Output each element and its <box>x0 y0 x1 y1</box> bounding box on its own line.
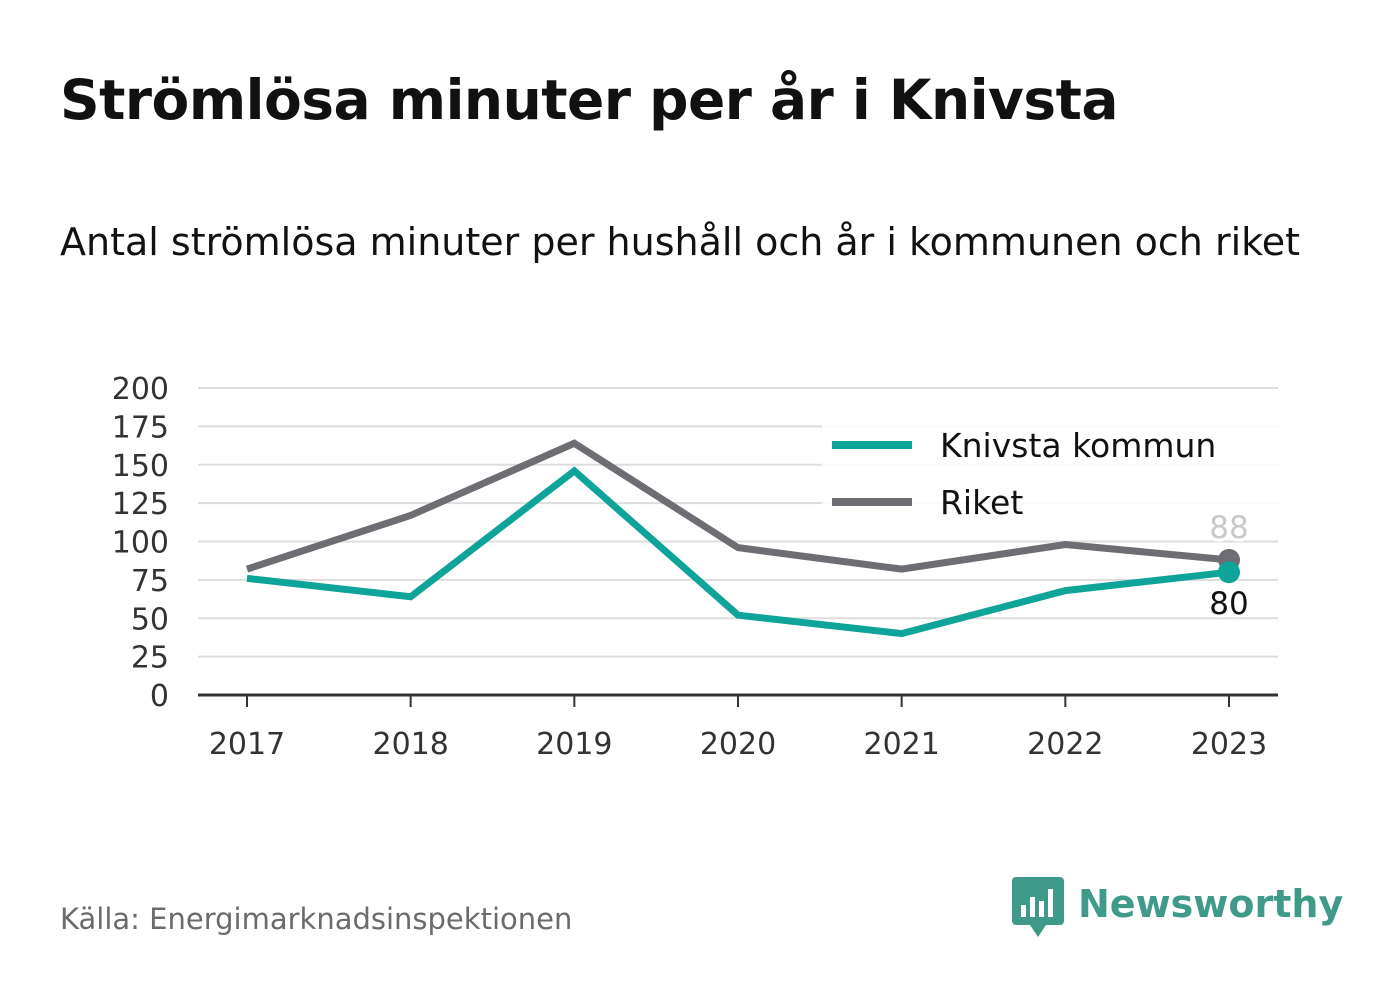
y-tick-label: 0 <box>150 679 169 714</box>
series <box>245 439 1240 638</box>
y-tick-label: 25 <box>131 641 169 676</box>
y-tick-label: 125 <box>112 487 169 522</box>
y-tick-label: 150 <box>112 449 169 484</box>
x-tick-label: 2021 <box>863 727 939 762</box>
y-tick-label: 75 <box>131 564 169 599</box>
y-tick-label: 50 <box>131 602 169 637</box>
brand-logo: Newsworthy <box>1012 876 1343 940</box>
x-tick-label: 2023 <box>1191 727 1267 762</box>
x-tick-label: 2022 <box>1027 727 1103 762</box>
y-tick-label: 175 <box>112 410 169 445</box>
y-tick-label: 200 <box>112 372 169 407</box>
x-tick-label: 2018 <box>372 727 448 762</box>
x-axis-ticks: 2017 2018 2019 2020 2021 2022 2023 <box>209 695 1267 762</box>
data-label: 88 <box>1209 510 1248 546</box>
data-label: 80 <box>1209 586 1248 622</box>
x-tick-label: 2020 <box>700 727 776 762</box>
source-note: Källa: Energimarknadsinspektionen <box>60 902 573 936</box>
legend-label: Riket <box>940 483 1023 522</box>
legend-label: Knivsta kommun <box>940 426 1216 465</box>
newsworthy-logo-icon <box>1012 877 1064 937</box>
brand-name: Newsworthy <box>1078 882 1344 926</box>
series-end-point <box>1218 561 1240 584</box>
legend-background <box>822 418 1278 528</box>
y-tick-label: 100 <box>112 526 169 561</box>
x-tick-label: 2017 <box>209 727 285 762</box>
end-labels: 80 88 <box>1206 507 1251 625</box>
legend: Knivsta kommun Riket <box>822 418 1278 528</box>
chart-subtitle: Antal strömlösa minuter per hushåll och … <box>60 220 1301 264</box>
series-line <box>245 439 1230 573</box>
chart-title: Strömlösa minuter per år i Knivsta <box>60 68 1119 132</box>
series-line <box>246 466 1230 638</box>
x-tick-label: 2019 <box>536 727 612 762</box>
